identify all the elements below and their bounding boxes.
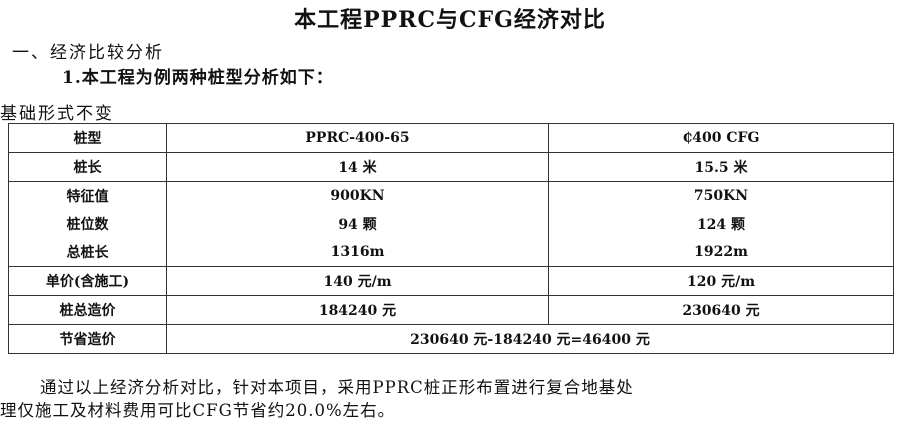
table-cell: 14 米 bbox=[166, 152, 549, 182]
table-cell: 750KN bbox=[548, 181, 894, 210]
table-cell: 184240 元 bbox=[166, 295, 549, 325]
row-label: 桩总造价 bbox=[8, 295, 167, 325]
header-cell: PPRC-400-65 bbox=[166, 123, 549, 153]
row-label: 总桩长 bbox=[8, 238, 167, 267]
table-cell: 1922m bbox=[548, 238, 894, 267]
section-heading: 一、经济比较分析 bbox=[12, 43, 164, 63]
row-label: 节省造价 bbox=[8, 324, 167, 354]
table-cell: 230640 元 bbox=[548, 295, 894, 325]
table-row: 总桩长 1316m 1922m bbox=[8, 238, 894, 267]
savings-value: 230640 元-184240 元=46400 元 bbox=[166, 324, 894, 354]
row-label: 特征值 bbox=[8, 181, 167, 210]
table-cell: 900KN bbox=[166, 181, 549, 210]
table-cell: 120 元/m bbox=[548, 266, 894, 296]
table-row: 桩位数 94 颗 124 颗 bbox=[8, 210, 894, 238]
header-cell: ₵400 CFG bbox=[548, 123, 894, 153]
table-row: 桩总造价 184240 元 230640 元 bbox=[8, 295, 894, 325]
table-header-row: 桩型 PPRC-400-65 ₵400 CFG bbox=[8, 123, 894, 153]
savings-row: 节省造价 230640 元-184240 元=46400 元 bbox=[8, 324, 894, 354]
table-cell: 1316m bbox=[166, 238, 549, 267]
row-label: 桩长 bbox=[8, 152, 167, 182]
header-cell: 桩型 bbox=[8, 123, 167, 153]
document-title: 本工程PPRC与CFG经济对比 bbox=[294, 7, 606, 33]
subheading: 1.本工程为例两种桩型分析如下： bbox=[62, 68, 334, 88]
table-row: 单价(含施工) 140 元/m 120 元/m bbox=[8, 266, 894, 296]
table-cell: 94 颗 bbox=[166, 210, 549, 238]
comparison-table: 桩型 PPRC-400-65 ₵400 CFG 桩长 14 米 15.5 米 特… bbox=[8, 123, 894, 354]
row-label: 单价(含施工) bbox=[8, 266, 167, 296]
table-row: 桩长 14 米 15.5 米 bbox=[8, 152, 894, 182]
row-label: 桩位数 bbox=[8, 210, 167, 238]
table-cell: 140 元/m bbox=[166, 266, 549, 296]
table-cell: 124 颗 bbox=[548, 210, 894, 238]
conclusion-text-line-2: 理仅施工及材料费用可比CFG节省约20.0%左右。 bbox=[0, 401, 396, 420]
conclusion-text-line-1: 通过以上经济分析对比，针对本项目，采用PPRC桩正形布置进行复合地基处 bbox=[40, 378, 634, 397]
table-cell: 15.5 米 bbox=[548, 152, 894, 182]
table-row: 特征值 900KN 750KN bbox=[8, 181, 894, 210]
basis-note: 基础形式不变 bbox=[0, 104, 114, 124]
